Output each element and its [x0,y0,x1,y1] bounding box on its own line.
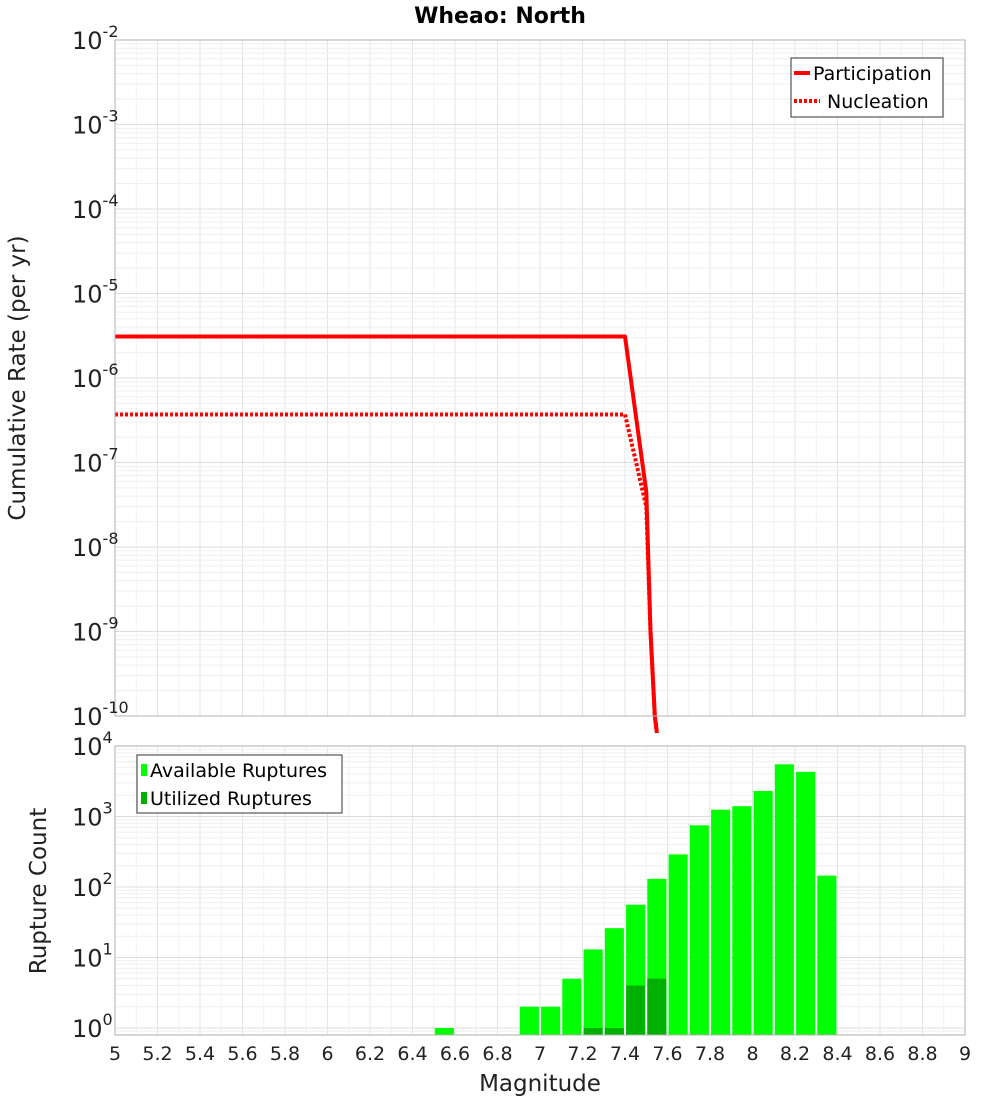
x-axis-title: Magnitude [479,1071,601,1097]
y-tick-label: 101 [72,939,113,972]
bar-utilized [604,1028,624,1035]
x-tick-label: 6.4 [397,1043,427,1065]
x-tick-label: 5.6 [227,1043,257,1065]
rate-plot-frame [114,39,966,717]
x-tick-label: 6 [321,1043,333,1065]
y-tick-label: 10-3 [72,107,119,140]
x-tick-label: 5.4 [185,1043,215,1065]
legend-participation-label: Participation [813,63,932,85]
x-tick-label: 5 [109,1043,121,1065]
rate-series [115,334,659,734]
x-tick-label: 6.2 [355,1043,385,1065]
rate-legend-box [790,57,944,118]
count-y-axis-title: Rupture Count [26,808,52,974]
count-legend: Available Ruptures Utilized Ruptures [136,754,343,814]
x-tick-label: 8.8 [907,1043,937,1065]
y-tick-label: 10-8 [72,529,119,562]
bar-available [519,1006,539,1035]
count-plot-frame [114,745,966,1036]
count-bars [434,764,837,1035]
rate-y-axis-title: Cumulative Rate (per yr) [5,235,31,520]
bar-available [434,1028,454,1035]
x-tick-label: 8.2 [780,1043,810,1065]
x-tick-label: 7.4 [610,1043,640,1065]
legend-available-swatch [141,764,147,776]
x-tick-labels: 5 5.2 5.4 5.6 5.8 6 6.2 6.4 6.6 6.8 7 7.2 7.4 7.6 7.8 8… [109,1043,971,1065]
y-tick-label: 102 [72,869,113,902]
x-tick-label: 5.2 [142,1043,172,1065]
legend-nucleation-label: Nucleation [827,91,929,113]
legend-available-label: Available Ruptures [150,760,327,782]
y-tick-label: 10-4 [72,191,119,224]
legend-utilized-label: Utilized Ruptures [150,788,312,810]
bar-utilized [583,1028,603,1035]
bar-utilized [626,985,646,1035]
x-tick-label: 8.4 [822,1043,852,1065]
y-tick-label: 10-6 [72,360,119,393]
bar-available [583,949,603,1035]
x-tick-label: 8 [746,1043,758,1065]
bar-available [711,809,731,1035]
count-panel: 100 101 102 103 104 5 5.2 5.4 5.6 5.8 6 6.2 6.4 6.6 6… [26,728,971,1097]
y-tick-label: 10-5 [72,276,119,309]
x-tick-label: 7 [534,1043,546,1065]
count-legend-box [136,754,343,814]
bar-available [732,806,752,1035]
series-line-nucleation [115,412,659,734]
rate-panel: 10-2 10-3 10-4 10-5 10-6 10-7 10-8 10-9 10-10 Cu… [5,22,966,734]
x-tick-label: 8.6 [865,1043,895,1065]
bar-utilized [647,978,667,1035]
bar-available [668,854,688,1035]
bar-available [817,875,837,1035]
bar-available [753,791,773,1035]
legend-utilized-swatch [141,792,147,804]
bar-available [604,928,624,1035]
y-tick-label: 104 [72,728,113,761]
rate-y-tick-labels: 10-2 10-3 10-4 10-5 10-6 10-7 10-8 10-9 10-10 [72,22,129,731]
x-tick-label: 7.8 [695,1043,725,1065]
x-tick-label: 7.6 [652,1043,682,1065]
count-y-tick-labels: 100 101 102 103 104 [72,728,113,1043]
y-tick-label: 100 [72,1010,113,1043]
y-tick-label: 10-10 [72,698,129,731]
x-tick-label: 5.8 [270,1043,300,1065]
bar-available [541,1006,561,1035]
bar-available [689,825,709,1035]
y-tick-label: 10-2 [72,22,119,55]
x-tick-label: 6.6 [440,1043,470,1065]
y-tick-label: 10-9 [72,614,119,647]
x-tick-label: 9 [959,1043,971,1065]
chart-title: Wheao: North [414,4,586,29]
bar-available [562,978,582,1035]
x-tick-label: 6.8 [482,1043,512,1065]
bar-available [774,764,794,1035]
bar-available [796,771,816,1035]
y-tick-label: 10-7 [72,445,119,478]
rate-legend: Participation Nucleation [790,57,944,118]
rate-gridlines [114,40,966,717]
y-tick-label: 103 [72,798,113,831]
x-tick-label: 7.2 [567,1043,597,1065]
